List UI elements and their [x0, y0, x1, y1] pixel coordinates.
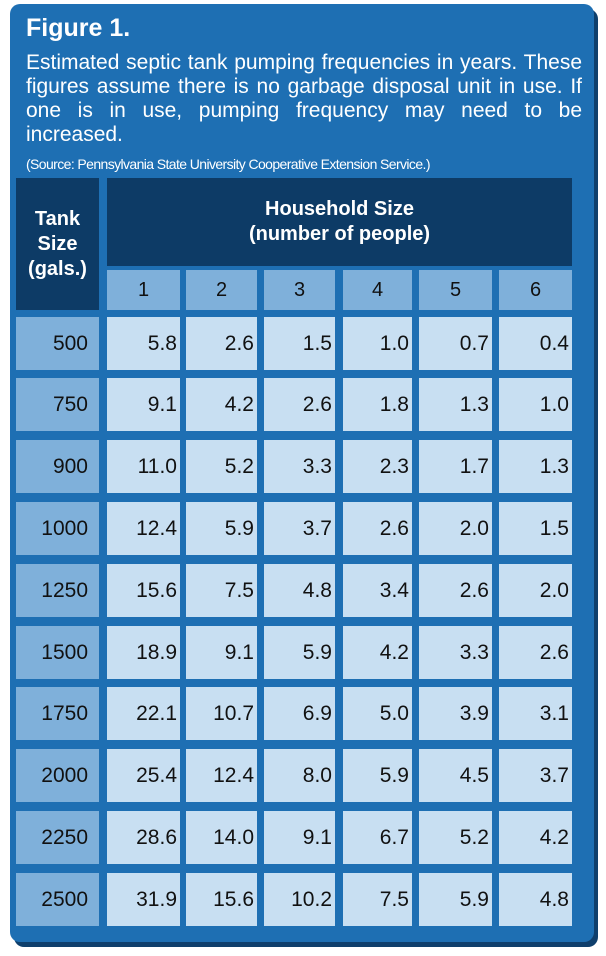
pumping-frequency-cell: 2.6: [264, 378, 335, 431]
pumping-frequency-cell: 9.1: [186, 626, 257, 679]
pumping-frequency-cell: 0.4: [499, 317, 572, 370]
pumping-frequency-cell: 1.5: [264, 317, 335, 370]
tank-size-row-header: 500: [16, 317, 99, 370]
pumping-frequency-cell: 3.9: [419, 687, 492, 740]
pumping-frequency-cell: 9.1: [264, 811, 335, 864]
pumping-frequency-cell: 12.4: [186, 749, 257, 802]
pumping-frequency-cell: 25.4: [107, 749, 180, 802]
tank-size-row-header: 1250: [16, 564, 99, 617]
tank-size-row-header: 750: [16, 378, 99, 431]
figure-panel: Figure 1. Estimated septic tank pumping …: [10, 4, 594, 942]
pumping-frequency-cell: 10.7: [186, 687, 257, 740]
pumping-frequency-cell: 2.3: [343, 440, 412, 493]
pumping-frequency-cell: 1.5: [499, 502, 572, 555]
tank-size-row-header: 900: [16, 440, 99, 493]
pumping-frequency-cell: 0.7: [419, 317, 492, 370]
pumping-frequency-cell: 4.8: [499, 873, 572, 926]
pumping-frequency-cell: 3.7: [264, 502, 335, 555]
pumping-frequency-cell: 4.2: [499, 811, 572, 864]
pumping-frequency-cell: 4.5: [419, 749, 492, 802]
pumping-frequency-cell: 7.5: [186, 564, 257, 617]
pumping-frequency-cell: 5.0: [343, 687, 412, 740]
household-size-column-header: 1: [107, 270, 180, 310]
pumping-frequency-cell: 5.9: [419, 873, 492, 926]
pumping-frequency-cell: 18.9: [107, 626, 180, 679]
pumping-frequency-cell: 3.7: [499, 749, 572, 802]
pumping-frequency-cell: 28.6: [107, 811, 180, 864]
tank-size-row-header: 1000: [16, 502, 99, 555]
pumping-frequency-cell: 5.9: [264, 626, 335, 679]
tank-size-header: Tank Size (gals.): [16, 178, 99, 310]
household-size-header: Household Size (number of people): [107, 178, 572, 266]
tank-size-row-header: 2000: [16, 749, 99, 802]
pumping-frequency-cell: 6.9: [264, 687, 335, 740]
pumping-frequency-cell: 3.4: [343, 564, 412, 617]
pumping-frequency-cell: 15.6: [107, 564, 180, 617]
figure-source: (Source: Pennsylvania State University C…: [26, 156, 430, 172]
tank-size-row-header: 2500: [16, 873, 99, 926]
pumping-frequency-cell: 5.8: [107, 317, 180, 370]
pumping-frequency-cell: 1.8: [343, 378, 412, 431]
pumping-frequency-cell: 2.6: [186, 317, 257, 370]
tank-size-row-header: 1750: [16, 687, 99, 740]
household-size-column-header: 4: [343, 270, 412, 310]
tank-size-header-line: Size: [37, 232, 78, 255]
pumping-frequency-cell: 2.0: [419, 502, 492, 555]
household-size-column-header: 3: [264, 270, 335, 310]
household-size-header-line: Household Size: [265, 198, 414, 220]
pumping-frequency-cell: 5.9: [343, 749, 412, 802]
pumping-frequency-cell: 5.2: [186, 440, 257, 493]
pumping-frequency-cell: 2.6: [499, 626, 572, 679]
pumping-frequency-cell: 1.0: [343, 317, 412, 370]
pumping-frequency-cell: 22.1: [107, 687, 180, 740]
pumping-frequency-cell: 4.2: [343, 626, 412, 679]
pumping-frequency-cell: 1.0: [499, 378, 572, 431]
pumping-frequency-cell: 3.3: [419, 626, 492, 679]
pumping-frequency-cell: 12.4: [107, 502, 180, 555]
tank-size-row-header: 1500: [16, 626, 99, 679]
pumping-frequency-cell: 3.1: [499, 687, 572, 740]
pumping-frequency-cell: 10.2: [264, 873, 335, 926]
household-size-column-header: 6: [499, 270, 572, 310]
pumping-frequency-cell: 2.0: [499, 564, 572, 617]
pumping-frequency-cell: 1.3: [499, 440, 572, 493]
pumping-frequency-cell: 9.1: [107, 378, 180, 431]
tank-size-header-line: Tank: [34, 207, 81, 230]
tank-size-header-line: (gals.): [28, 257, 87, 280]
pumping-frequency-cell: 1.3: [419, 378, 492, 431]
pumping-frequency-cell: 2.6: [419, 564, 492, 617]
pumping-frequency-cell: 15.6: [186, 873, 257, 926]
pumping-frequency-cell: 6.7: [343, 811, 412, 864]
pumping-frequency-cell: 4.8: [264, 564, 335, 617]
household-size-column-header: 5: [419, 270, 492, 310]
pumping-frequency-cell: 2.6: [343, 502, 412, 555]
household-size-column-header: 2: [186, 270, 257, 310]
pumping-frequency-cell: 3.3: [264, 440, 335, 493]
pumping-frequency-cell: 1.7: [419, 440, 492, 493]
figure-title: Figure 1.: [26, 14, 131, 42]
pumping-frequency-cell: 8.0: [264, 749, 335, 802]
pumping-frequency-cell: 11.0: [107, 440, 180, 493]
figure-caption: Estimated septic tank pumping frequencie…: [26, 51, 582, 146]
pumping-frequency-cell: 31.9: [107, 873, 180, 926]
tank-size-row-header: 2250: [16, 811, 99, 864]
pumping-frequency-cell: 5.2: [419, 811, 492, 864]
household-size-header-line: (number of people): [248, 223, 431, 245]
pumping-frequency-cell: 14.0: [186, 811, 257, 864]
pumping-frequency-cell: 4.2: [186, 378, 257, 431]
pumping-frequency-cell: 5.9: [186, 502, 257, 555]
pumping-frequency-cell: 7.5: [343, 873, 412, 926]
